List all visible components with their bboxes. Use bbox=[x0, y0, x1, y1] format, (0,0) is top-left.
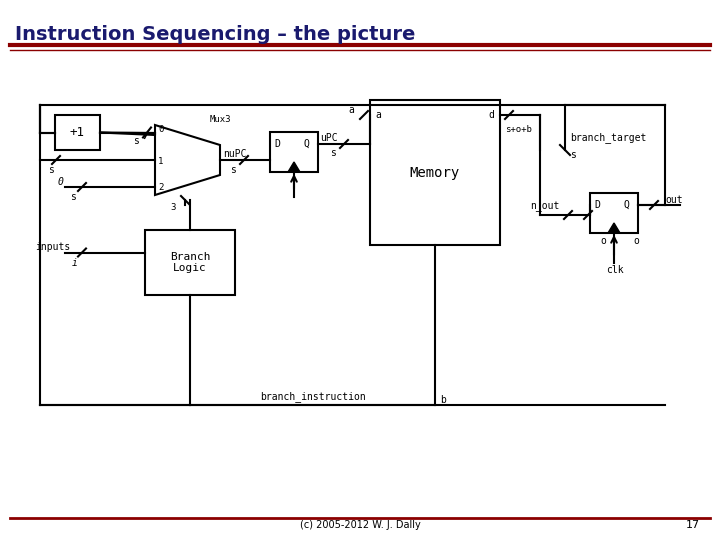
Polygon shape bbox=[288, 162, 300, 172]
Text: o: o bbox=[633, 236, 639, 246]
Text: Memory: Memory bbox=[410, 165, 460, 179]
Text: 0: 0 bbox=[58, 177, 64, 187]
Text: Instruction Sequencing – the picture: Instruction Sequencing – the picture bbox=[15, 25, 415, 44]
Text: branch_target: branch_target bbox=[570, 132, 647, 144]
Text: n_out: n_out bbox=[530, 202, 559, 212]
Text: 0: 0 bbox=[158, 125, 163, 134]
Text: a: a bbox=[348, 105, 354, 115]
Bar bbox=[145, 230, 235, 295]
Text: i: i bbox=[72, 258, 78, 267]
Polygon shape bbox=[608, 223, 620, 233]
Text: clk: clk bbox=[606, 265, 624, 275]
Text: D: D bbox=[594, 200, 600, 210]
Text: nuPC: nuPC bbox=[223, 149, 246, 159]
Text: 17: 17 bbox=[686, 520, 700, 530]
Text: 1: 1 bbox=[158, 158, 163, 166]
Text: s: s bbox=[48, 165, 54, 175]
Text: uPC: uPC bbox=[320, 133, 338, 143]
Text: branch_instruction: branch_instruction bbox=[260, 392, 366, 402]
Text: a: a bbox=[375, 110, 381, 120]
Bar bbox=[590, 193, 638, 233]
Text: s: s bbox=[230, 165, 236, 175]
Text: s: s bbox=[330, 148, 336, 158]
Bar bbox=[270, 132, 318, 172]
Bar bbox=[55, 115, 100, 150]
Text: Q: Q bbox=[304, 139, 310, 149]
Text: (c) 2005-2012 W. J. Dally: (c) 2005-2012 W. J. Dally bbox=[300, 520, 420, 530]
Text: Mux3: Mux3 bbox=[210, 116, 232, 125]
Text: D: D bbox=[274, 139, 280, 149]
Text: s: s bbox=[133, 137, 139, 146]
Text: b: b bbox=[440, 395, 446, 405]
Text: Q: Q bbox=[624, 200, 630, 210]
Text: s: s bbox=[570, 150, 576, 160]
Text: 3: 3 bbox=[170, 202, 176, 212]
Text: d: d bbox=[488, 110, 494, 120]
Text: inputs: inputs bbox=[35, 242, 71, 253]
Text: out: out bbox=[665, 195, 683, 205]
Text: o: o bbox=[600, 236, 606, 246]
Bar bbox=[370, 100, 500, 245]
Text: s+o+b: s+o+b bbox=[505, 125, 532, 134]
Text: s: s bbox=[70, 192, 76, 202]
Text: Branch
Logic: Branch Logic bbox=[170, 252, 210, 273]
Text: +1: +1 bbox=[70, 126, 85, 139]
Polygon shape bbox=[155, 125, 220, 195]
Text: 2: 2 bbox=[158, 183, 163, 192]
